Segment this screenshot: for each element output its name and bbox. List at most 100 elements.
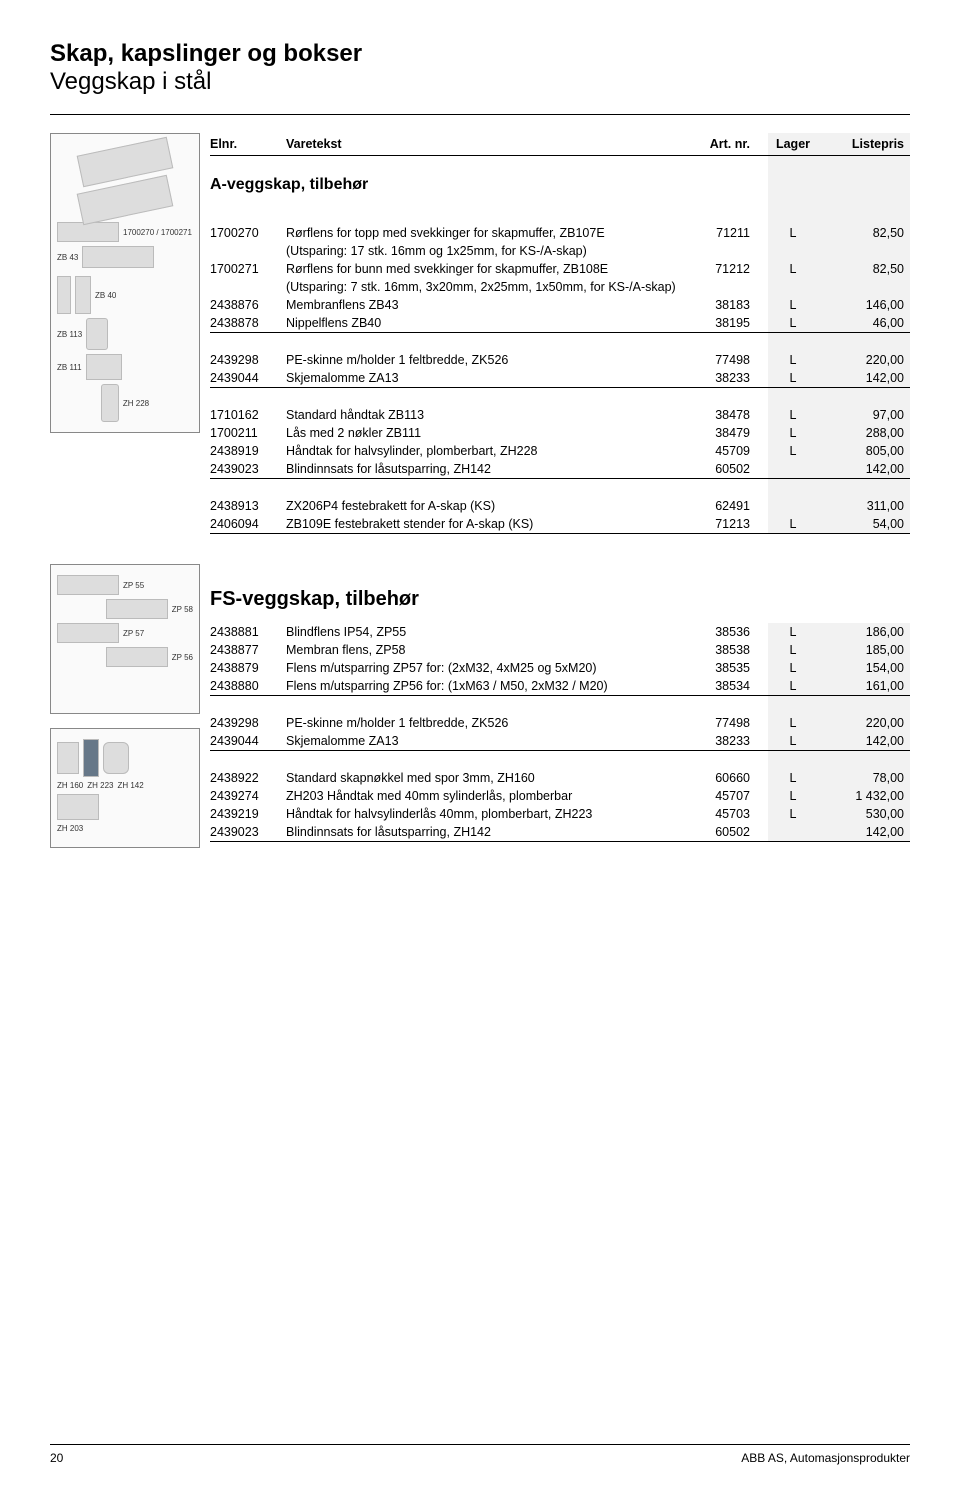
cell-col-price (824, 242, 910, 260)
cell-col-price: 1 432,00 (824, 787, 910, 805)
cell-col-elnr: 1700271 (210, 260, 286, 278)
cell-col-price: 154,00 (824, 659, 910, 677)
cell-col-desc: Nippelflens ZB40 (286, 314, 706, 333)
table-row: 2439044Skjemalomme ZA1338233L142,00 (210, 369, 910, 388)
table-row: 1700271Rørflens for bunn med svekkinger … (210, 260, 910, 278)
table-row: 2438881Blindflens IP54, ZP5538536L186,00 (210, 623, 910, 641)
label-zb40: ZB 40 (95, 291, 116, 300)
cell-col-art: 45707 (701, 787, 768, 805)
cell-col-desc: Blindinnsats for låsutsparring, ZH142 (286, 823, 701, 842)
cell-col-lager: L (768, 732, 824, 751)
footer-company: ABB AS, Automasjonsprodukter (741, 1451, 910, 1465)
cell-col-desc: Blindinnsats for låsutsparring, ZH142 (286, 460, 706, 479)
table-row: 2439274ZH203 Håndtak med 40mm sylinderlå… (210, 787, 910, 805)
table-row: 2438880Flens m/utsparring ZP56 for: (1xM… (210, 677, 910, 696)
cell-col-lager: L (768, 623, 824, 641)
label-zh160: ZH 160 (57, 781, 83, 790)
cell-col-art: 38534 (701, 677, 768, 696)
th-art: Art. nr. (706, 133, 768, 156)
cell-col-desc: Skjemalomme ZA13 (286, 369, 706, 388)
cell-col-price: 142,00 (824, 460, 910, 479)
cell-col-price: 46,00 (824, 314, 910, 333)
cell-col-art: 38536 (701, 623, 768, 641)
cell-col-price: 220,00 (824, 714, 910, 732)
cell-col-lager (768, 823, 824, 842)
th-elnr: Elnr. (210, 133, 286, 156)
label-zh142: ZH 142 (117, 781, 143, 790)
section-a-heading: A-veggskap, tilbehør (210, 176, 762, 194)
cell-col-elnr: 2438881 (210, 623, 286, 641)
cell-col-desc: Flens m/utsparring ZP56 for: (1xM63 / M5… (286, 677, 701, 696)
cell-col-desc: Rørflens for topp med svekkinger for ska… (286, 224, 706, 242)
label-zp58: ZP 58 (172, 605, 193, 614)
cell-col-desc: (Utsparing: 17 stk. 16mm og 1x25mm, for … (286, 242, 706, 260)
cell-col-elnr: 2439274 (210, 787, 286, 805)
label-zb43: ZB 43 (57, 253, 78, 262)
spacer-row (210, 751, 910, 770)
table-row: 2439298PE-skinne m/holder 1 feltbredde, … (210, 714, 910, 732)
table-row: 2406094ZB109E festebrakett stender for A… (210, 515, 910, 534)
cell-col-desc: ZX206P4 festebrakett for A-skap (KS) (286, 497, 706, 515)
cell-col-price: 161,00 (824, 677, 910, 696)
cell-col-lager: L (768, 677, 824, 696)
cell-col-price: 97,00 (824, 406, 910, 424)
cell-col-art: 38183 (706, 296, 768, 314)
image-box-fs1: ZP 55 ZP 58 ZP 57 ZP 56 (50, 564, 200, 714)
cell-col-lager (768, 460, 824, 479)
label-zb113: ZB 113 (57, 330, 82, 339)
spacer-row (210, 333, 910, 352)
cell-col-art: 71211 (706, 224, 768, 242)
cell-col-lager: L (768, 769, 824, 787)
cell-col-desc: ZB109E festebrakett stender for A-skap (… (286, 515, 706, 534)
table-row: 2439044Skjemalomme ZA1338233L142,00 (210, 732, 910, 751)
table-row: 1710162Standard håndtak ZB11338478L97,00 (210, 406, 910, 424)
product-table-a: Elnr. Varetekst Art. nr. Lager Listepris… (210, 133, 910, 534)
cell-col-lager: L (768, 805, 824, 823)
cell-col-elnr: 2438877 (210, 641, 286, 659)
table-row: 2438919Håndtak for halvsylinder, plomber… (210, 442, 910, 460)
cell-col-price: 142,00 (824, 823, 910, 842)
cell-col-elnr (210, 242, 286, 260)
cell-col-art: 77498 (706, 351, 768, 369)
cell-col-desc: (Utsparing: 7 stk. 16mm, 3x20mm, 2x25mm,… (286, 278, 706, 296)
table-row: 2438877Membran flens, ZP5838538L185,00 (210, 641, 910, 659)
cell-col-desc: Håndtak for halvsylinder, plomberbart, Z… (286, 442, 706, 460)
cell-col-desc: Membranflens ZB43 (286, 296, 706, 314)
label-zp55: ZP 55 (123, 581, 144, 590)
section-fs-table-wrap: FS-veggskap, tilbehør 2438881Blindflens … (210, 564, 910, 842)
cell-col-lager: L (768, 442, 824, 460)
cell-col-elnr: 2438878 (210, 314, 286, 333)
cell-col-elnr: 2438922 (210, 769, 286, 787)
cell-col-price: 82,50 (824, 260, 910, 278)
cell-col-price: 805,00 (824, 442, 910, 460)
table-row: 2439298PE-skinne m/holder 1 feltbredde, … (210, 351, 910, 369)
cell-col-desc: Lås med 2 nøkler ZB111 (286, 424, 706, 442)
cell-col-price: 82,50 (824, 224, 910, 242)
title-divider (50, 114, 910, 115)
cell-col-desc: PE-skinne m/holder 1 feltbredde, ZK526 (286, 714, 701, 732)
table-rows-fs: 2438881Blindflens IP54, ZP5538536L186,00… (210, 623, 910, 842)
section-fs: ZP 55 ZP 58 ZP 57 ZP 56 ZH 160ZH 223ZH 1… (50, 564, 910, 862)
table-body-a: A-veggskap, tilbehør (210, 156, 910, 225)
cell-col-price: 185,00 (824, 641, 910, 659)
image-box-a1: 1700270 / 1700271 ZB 43 ZB 40 ZB 113 ZB … (50, 133, 200, 433)
table-row: 2438879Flens m/utsparring ZP57 for: (2xM… (210, 659, 910, 677)
cell-col-price: 146,00 (824, 296, 910, 314)
cell-col-price: 142,00 (824, 732, 910, 751)
cell-col-elnr: 2438879 (210, 659, 286, 677)
page-title: Skap, kapslinger og bokser (50, 40, 910, 68)
cell-col-desc: PE-skinne m/holder 1 feltbredde, ZK526 (286, 351, 706, 369)
cell-col-art: 77498 (701, 714, 768, 732)
table-row: 2438876Membranflens ZB4338183L146,00 (210, 296, 910, 314)
cell-col-lager: L (768, 406, 824, 424)
cell-col-price: 288,00 (824, 424, 910, 442)
cell-col-art (706, 278, 768, 296)
cell-col-lager (768, 497, 824, 515)
cell-col-elnr: 2439044 (210, 732, 286, 751)
cell-col-lager: L (768, 296, 824, 314)
cell-col-art: 38479 (706, 424, 768, 442)
cell-col-lager: L (768, 714, 824, 732)
cell-col-elnr: 1710162 (210, 406, 286, 424)
cell-col-lager: L (768, 787, 824, 805)
label-1700270: 1700270 / 1700271 (123, 228, 192, 237)
